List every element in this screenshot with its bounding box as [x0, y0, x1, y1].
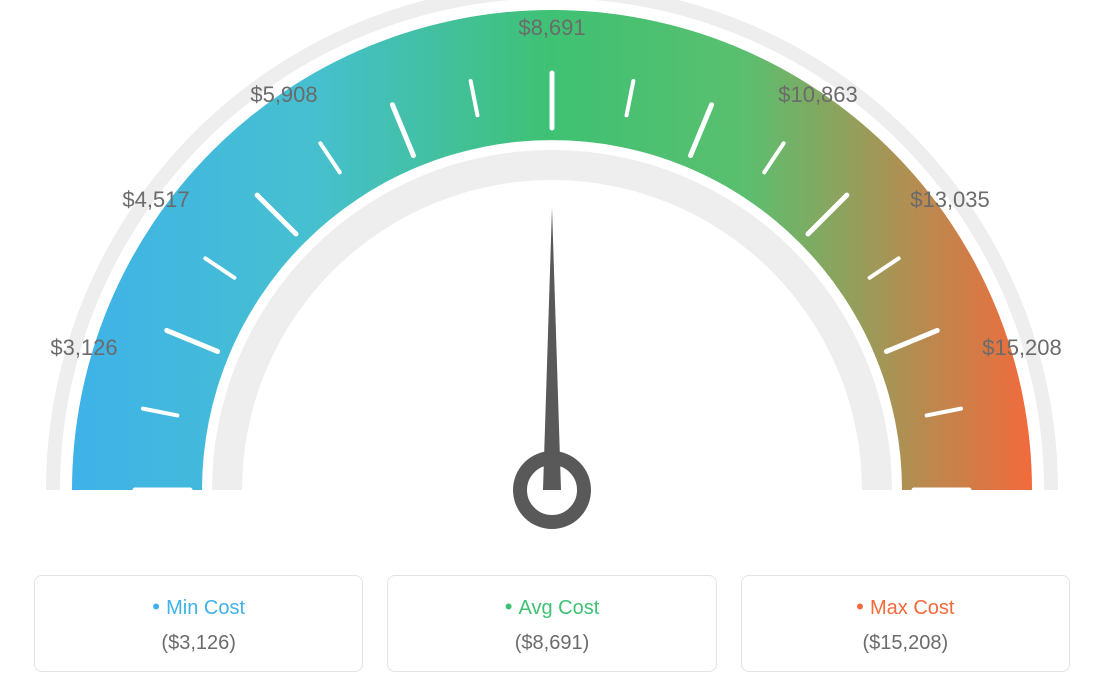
legend-min-card: Min Cost ($3,126): [34, 575, 363, 672]
gauge-needle: [543, 208, 561, 490]
gauge-tick-label: $13,035: [910, 187, 990, 213]
legend-avg-value: ($8,691): [404, 632, 699, 655]
gauge-tick-label: $10,863: [778, 82, 858, 108]
legend-min-title: Min Cost: [51, 594, 346, 620]
cost-gauge-chart: $3,126 $4,517 $5,908 $8,691 $10,863 $13,035 $1…: [0, 0, 1104, 690]
legend-max-card: Max Cost ($15,208): [741, 575, 1070, 672]
legend-min-value: ($3,126): [51, 632, 346, 655]
gauge-tick-label: $3,126: [50, 335, 117, 361]
legend-row: Min Cost ($3,126) Avg Cost ($8,691) Max …: [34, 575, 1070, 672]
gauge-tick-label: $5,908: [250, 82, 317, 108]
legend-avg-card: Avg Cost ($8,691): [387, 575, 716, 672]
gauge-tick-label: $4,517: [122, 187, 189, 213]
gauge-svg: [0, 0, 1104, 560]
legend-max-title: Max Cost: [758, 594, 1053, 620]
legend-avg-title: Avg Cost: [404, 594, 699, 620]
legend-max-value: ($15,208): [758, 632, 1053, 655]
gauge-tick-label: $15,208: [982, 335, 1062, 361]
gauge-area: $3,126 $4,517 $5,908 $8,691 $10,863 $13,035 $1…: [0, 0, 1104, 550]
gauge-tick-label: $8,691: [518, 15, 585, 41]
